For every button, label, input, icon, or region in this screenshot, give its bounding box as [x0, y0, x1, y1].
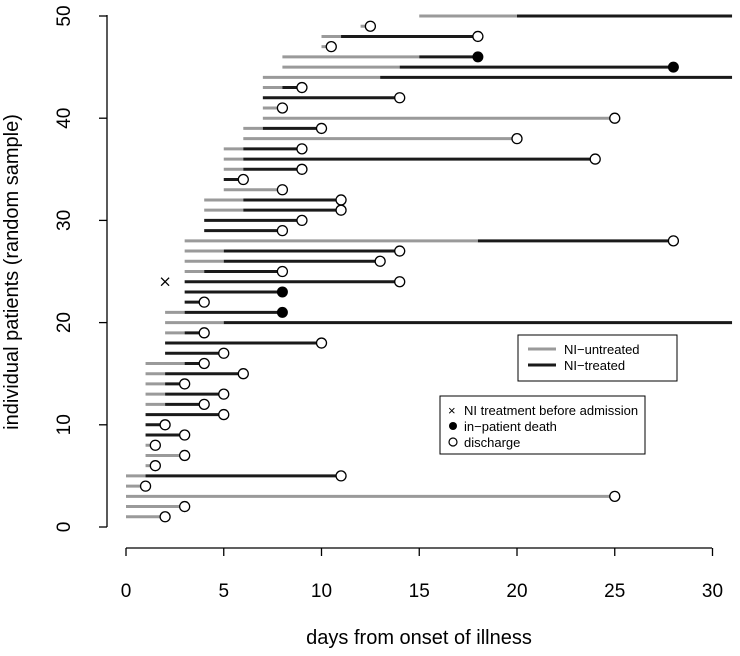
- patient-19-discharge-marker: [198, 327, 210, 339]
- patient-41-discharge-marker: [276, 102, 289, 114]
- y-tick-label: 30: [54, 210, 75, 231]
- patient-36-discharge-marker: [589, 153, 601, 165]
- patient-6-discharge-marker: [149, 460, 161, 472]
- patient-17-discharge-marker: [218, 347, 230, 359]
- patient-11-discharge-marker: [218, 408, 230, 421]
- patient-29-discharge-marker: [276, 224, 289, 237]
- legend-discharge-label: discharge: [464, 435, 520, 450]
- x-axis-title: days from onset of illness: [306, 627, 532, 649]
- patient-2-discharge-marker: [178, 500, 191, 513]
- patient-48-discharge-marker: [472, 30, 484, 43]
- patient-16-discharge-marker: [198, 357, 210, 370]
- patient-14-discharge-marker: [178, 378, 191, 390]
- y-tick-label: 40: [54, 108, 75, 129]
- patient-18-discharge-marker: [315, 337, 328, 349]
- patient-9-discharge-marker: [178, 429, 191, 441]
- patient-37-discharge-marker: [296, 143, 308, 155]
- y-tick-label: 10: [54, 414, 75, 435]
- y-axis-title: individual patients (random sample): [1, 114, 23, 430]
- patient-30-discharge-marker: [296, 214, 308, 227]
- y-tick-label: 50: [54, 5, 75, 26]
- patient-45-death-marker: [667, 61, 679, 73]
- patient-5-discharge-marker: [335, 470, 347, 482]
- patient-1-discharge-marker: [159, 511, 171, 523]
- patient-42-discharge-marker: [394, 92, 406, 104]
- legend-box: [517, 334, 678, 382]
- y-tick-label: 20: [54, 312, 75, 333]
- patient-22-discharge-marker: [198, 296, 210, 308]
- patient-32-discharge-marker: [335, 194, 347, 206]
- outcome-markers: [139, 20, 680, 523]
- y-ticks: 0 10 20 30 40 50: [54, 5, 107, 532]
- patient-23-death-marker: [276, 286, 288, 298]
- legend-untreated-label: NI−untreated: [564, 342, 640, 357]
- legend-x-marker: ×: [448, 403, 456, 418]
- patient-15-discharge-marker: [237, 368, 249, 380]
- legend-box: [439, 395, 646, 455]
- x-tick-label: 5: [218, 581, 229, 602]
- patient-39-discharge-marker: [315, 122, 328, 135]
- patient-24-pre-admission-marker: [160, 277, 170, 287]
- legend-discharge-marker: [448, 437, 458, 447]
- patient-7-discharge-marker: [178, 449, 191, 462]
- y-tick-label: 0: [54, 522, 75, 533]
- patient-10-discharge-marker: [159, 419, 171, 431]
- patient-49-discharge-marker: [364, 20, 377, 32]
- patient-40-discharge-marker: [609, 112, 621, 124]
- patient-34-discharge-marker: [237, 173, 249, 186]
- patient-38-discharge-marker: [511, 132, 523, 145]
- patient-43-discharge-marker: [296, 81, 308, 94]
- patient-25-discharge-marker: [276, 265, 289, 278]
- patient-13-discharge-marker: [218, 388, 230, 400]
- patient-26-discharge-marker: [374, 255, 386, 267]
- patient-31-discharge-marker: [335, 204, 347, 216]
- x-tick-label: 0: [121, 581, 132, 602]
- patient-33-discharge-marker: [276, 184, 289, 196]
- patient-28-discharge-marker: [667, 235, 680, 247]
- patient-27-discharge-marker: [394, 245, 406, 257]
- x-tick-label: 25: [604, 581, 625, 602]
- patient-47-discharge-marker: [325, 41, 337, 53]
- x-ticks: 0 5 10 15 20 25 30: [121, 548, 723, 602]
- legend-line-types: NI−untreated NI−treated: [517, 334, 678, 382]
- patient-segments: [126, 14, 733, 519]
- patient-46-death-marker: [472, 51, 484, 63]
- x-tick-label: 10: [311, 581, 332, 602]
- patient-21-death-marker: [276, 306, 288, 318]
- y-axis: 0 10 20 30 40 50 individual patients (random …: [1, 5, 108, 532]
- patient-24-discharge-marker: [394, 276, 406, 288]
- patient-3-discharge-marker: [609, 490, 621, 502]
- patient-12-discharge-marker: [198, 398, 210, 411]
- legend-treated-label: NI−treated: [564, 358, 625, 373]
- legend-symbols: × NI treatment before admission in−patie…: [439, 395, 646, 455]
- x-tick-label: 30: [702, 581, 723, 602]
- x-tick-label: 15: [409, 581, 430, 602]
- patient-8-discharge-marker: [149, 439, 161, 451]
- x-axis: 0 5 10 15 20 25 30 days from onset of illness: [121, 547, 723, 649]
- legend-death-marker: [449, 422, 457, 430]
- legend-death-label: in−patient death: [464, 419, 557, 434]
- legend-x-label: NI treatment before admission: [464, 403, 638, 418]
- patient-35-discharge-marker: [296, 163, 308, 175]
- x-tick-label: 20: [506, 581, 527, 602]
- patient-4-discharge-marker: [139, 480, 152, 492]
